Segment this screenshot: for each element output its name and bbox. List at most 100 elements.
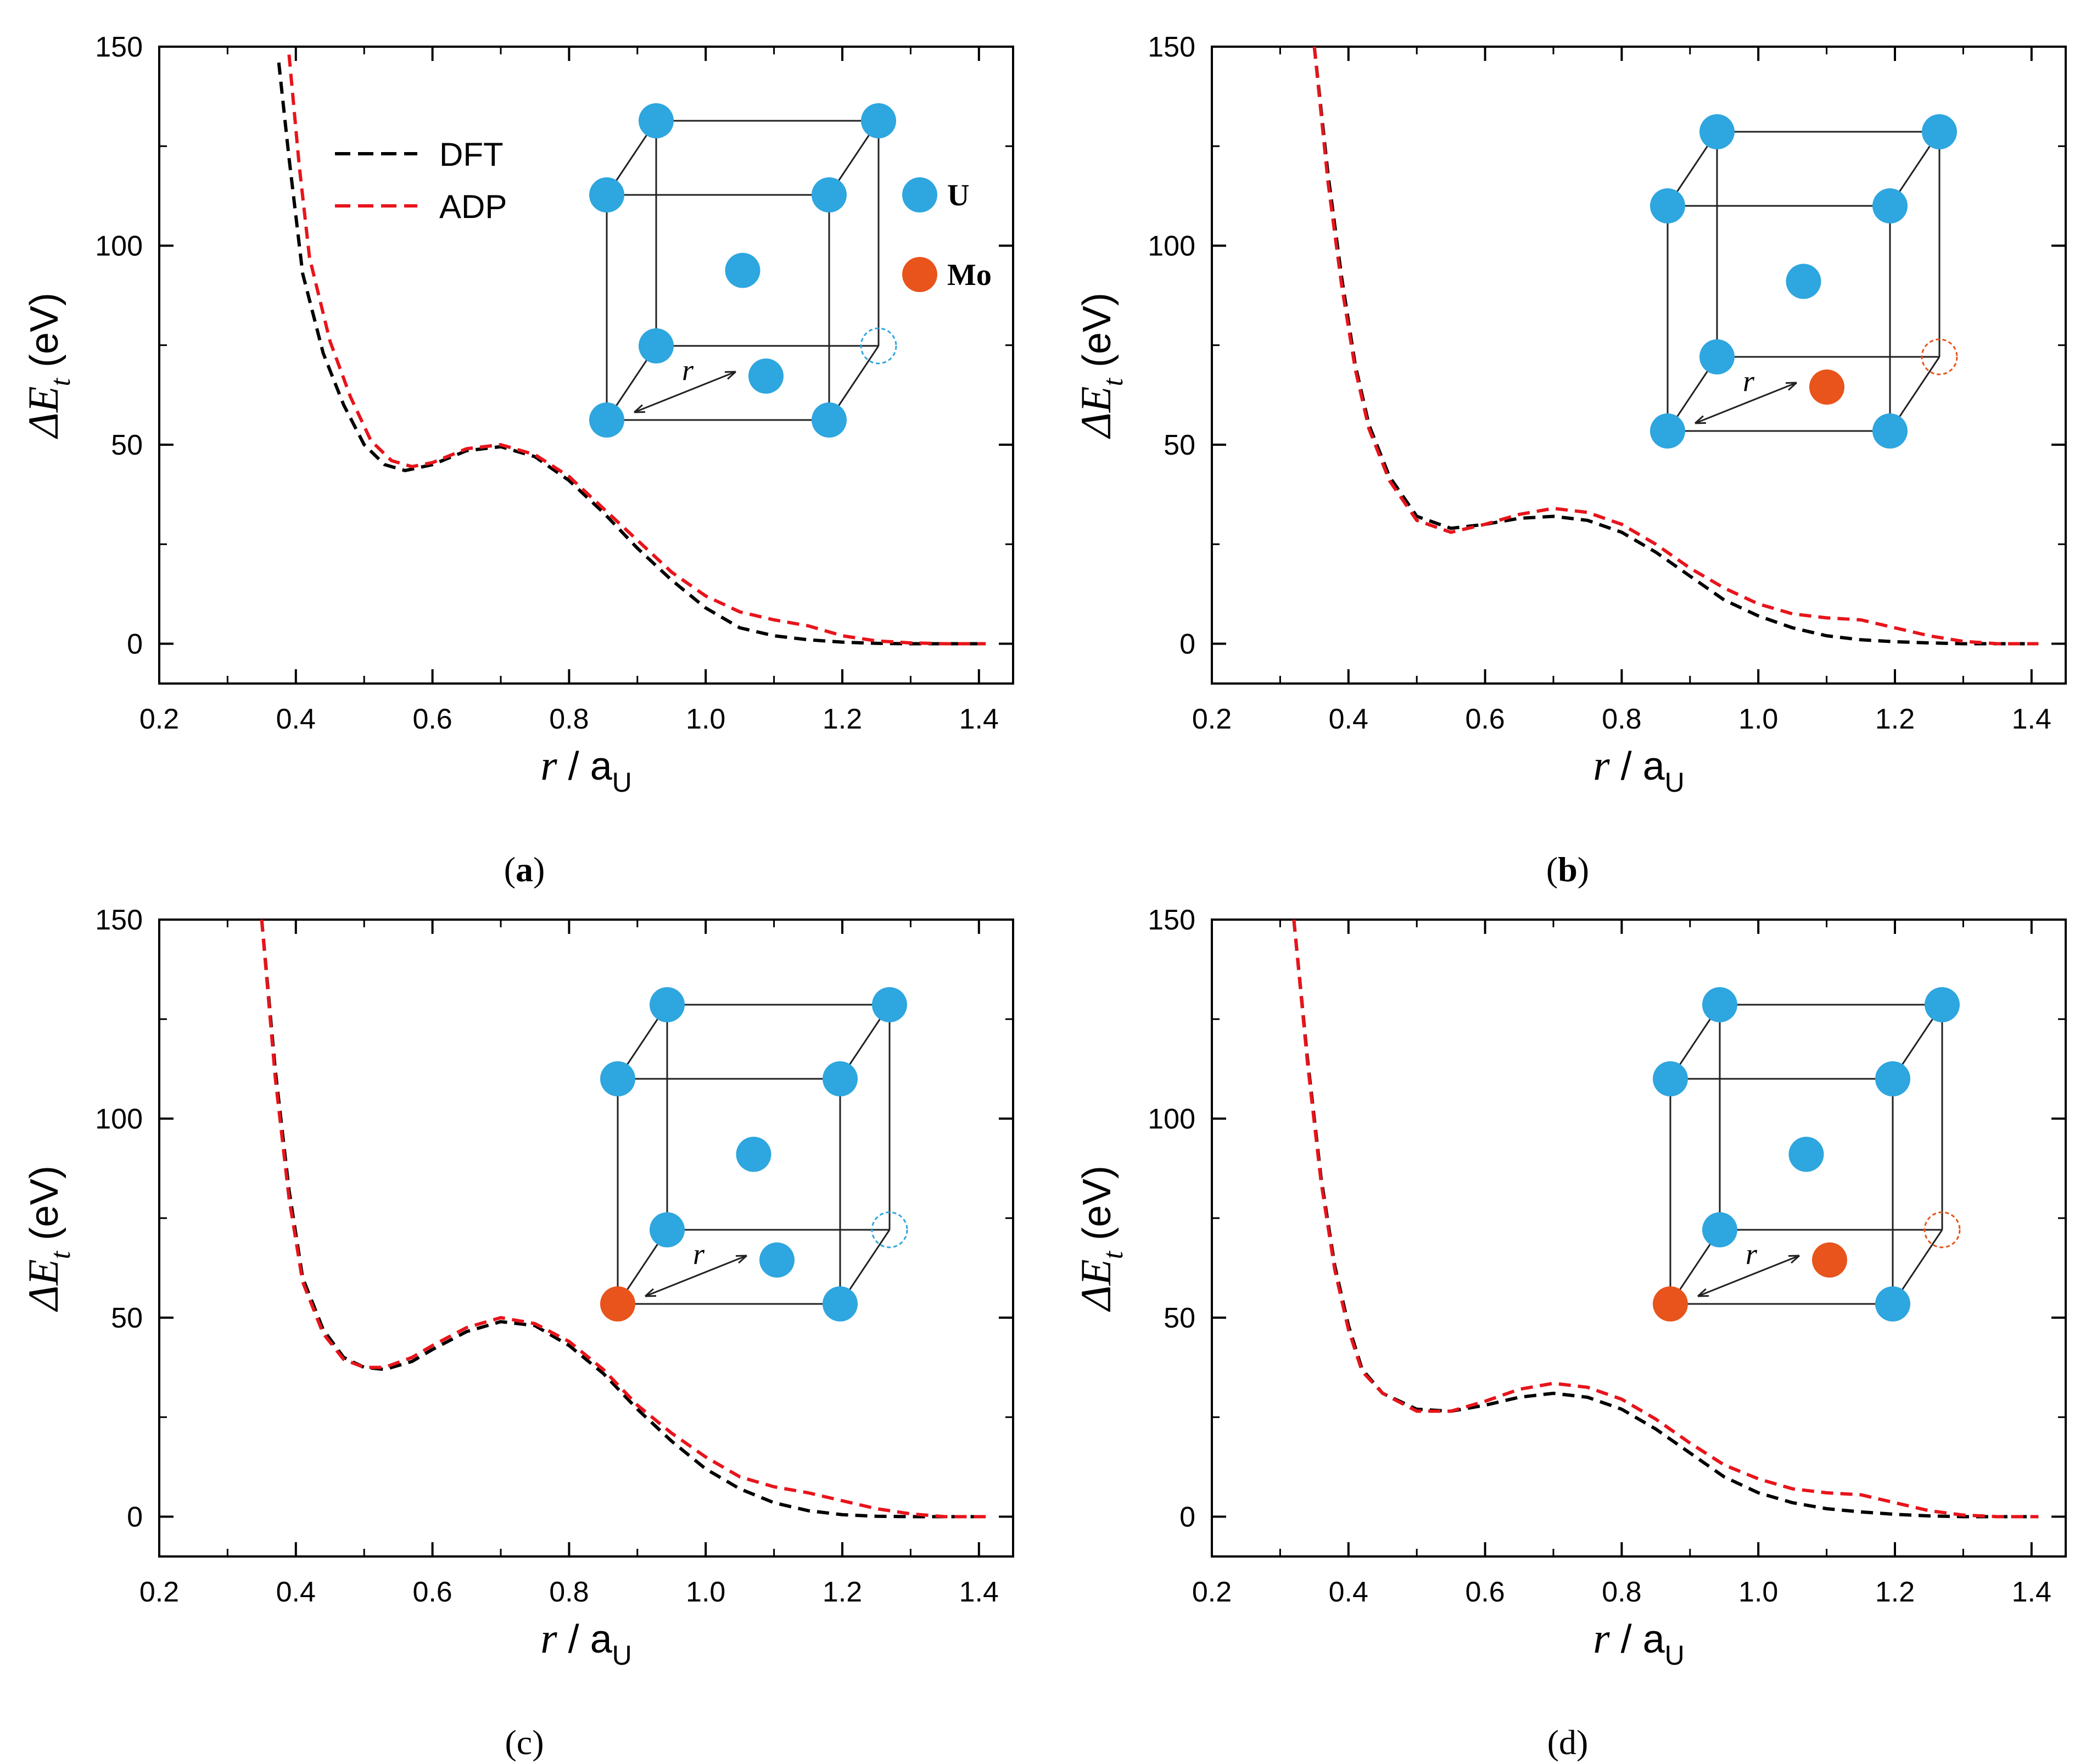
atom-u [1650,188,1685,223]
panel-label-letter: b [1558,850,1578,889]
atom-legend-u-swatch [902,177,937,212]
atom-u [823,1286,858,1321]
panel-label-close: ) [1576,1723,1588,1762]
y-axis-title-prefix: ΔE [19,1259,67,1312]
atom-u [1699,339,1735,374]
x-axis-title-sub: U [612,1640,632,1671]
panel-label-open: ( [505,1723,516,1762]
series-adp-line [1312,47,2039,646]
plot-frame [1211,46,2067,685]
x-axis-title-var: r [1593,1614,1610,1662]
legend-dft-label: DFT [439,136,504,173]
legend: DFT ADP [335,136,507,225]
x-tick-label: 0.4 [1329,703,1368,735]
atom-u [1875,1286,1910,1321]
plot-frame [158,919,1014,1558]
atom-u [725,253,760,288]
y-axis-title: ΔEt (eV) [1072,1166,1129,1312]
x-axis-title-sep: / a [1610,1617,1665,1661]
panel-label: (c) [505,1723,544,1762]
x-tick-label: 1.2 [823,1576,862,1608]
y-axis-title: ΔEt (eV) [19,1166,76,1312]
r-arrow-line [1697,1255,1800,1297]
atom-u [1872,413,1908,449]
y-tick-label: 150 [95,904,143,936]
r-arrow-line [645,1255,747,1297]
atom-u [1702,1212,1737,1247]
x-tick-label: 0.8 [549,1576,589,1608]
x-tick-label: 1.0 [686,703,725,735]
vacant-site-ghost [871,1211,908,1248]
panel-label-open: ( [1546,850,1558,889]
atom-u [812,177,847,212]
vacant-site-ghost [1923,1211,1961,1248]
x-axis-title-var: r [540,1614,557,1662]
atom-u [639,103,674,138]
plot-frame [158,46,1014,685]
panel-label: (b) [1546,850,1589,889]
atom-u [1925,987,1960,1022]
x-tick-label: 0.2 [1192,1576,1232,1608]
x-tick-label: 0.6 [1465,703,1505,735]
y-tick-label: 0 [127,1502,143,1533]
x-tick-label: 0.8 [549,703,589,735]
x-tick-label: 1.0 [1738,1576,1778,1608]
y-axis-title-sub: t [1098,378,1129,387]
r-label: r [1743,365,1755,397]
y-axis-title-unit: (eV) [1075,293,1119,378]
x-tick-label: 0.6 [1465,1576,1505,1608]
x-tick-label: 1.2 [1875,1576,1915,1608]
atom-u [1788,1136,1824,1172]
x-axis-title-sep: / a [1610,744,1665,788]
legend-adp-label: ADP [439,188,507,225]
x-tick-label: 0.4 [1329,1576,1368,1608]
x-axis-title-sep: / a [557,1617,613,1661]
r-arrow-heads [633,371,737,413]
y-axis-title-unit: (eV) [1075,1166,1119,1251]
panel-label-close: ) [532,1723,544,1762]
y-axis-title-prefix: ΔE [1072,387,1120,439]
r-arrow-heads [1694,382,1798,424]
atom-u [1702,987,1737,1022]
panel-label-letter: d [1559,1723,1576,1762]
y-tick-label: 0 [127,629,143,660]
x-axis-title-sep: / a [557,744,613,788]
y-tick-label: 50 [1164,1302,1195,1334]
atom-u [1875,1061,1910,1096]
atom-mo [1812,1242,1847,1278]
x-axis-title-var: r [1593,741,1610,789]
x-axis-title: r / aU [540,1614,632,1671]
x-tick-label: 1.0 [1738,703,1778,735]
y-axis-title-unit: (eV) [23,1166,66,1251]
inset-unit-cell: r [1653,987,1961,1321]
x-tick-label: 1.4 [2012,1576,2051,1608]
panel-label: (d) [1547,1723,1589,1762]
atom-mo [1653,1286,1688,1321]
y-axis-title: ΔEt (eV) [19,293,76,439]
panel-label-letter: c [517,1723,532,1762]
series-dft-line [260,920,986,1519]
x-tick-label: 1.4 [2012,703,2051,735]
y-tick-label: 150 [1148,31,1195,63]
series-adp-line [260,920,986,1519]
x-tick-label: 1.2 [823,703,862,735]
y-tick-label: 0 [1179,1502,1195,1533]
atom-u [872,987,907,1022]
x-tick-label: 0.2 [139,703,179,735]
y-axis-title-sub: t [1098,1251,1129,1259]
y-tick-label: 100 [95,231,143,262]
inset-unit-cell: r [600,987,908,1321]
y-axis-title-sub: t [45,378,76,387]
y-axis-title-unit: (eV) [23,293,66,378]
x-tick-label: 0.2 [1192,703,1232,735]
atom-mo [1809,369,1844,405]
y-tick-label: 150 [1148,904,1195,936]
atom-u [823,1061,858,1096]
panel-label-close: ) [1578,850,1589,889]
panel-label-open: ( [1547,1723,1559,1762]
panel-label: (a) [504,850,545,889]
r-label: r [682,354,694,387]
vacant-site-ghost [860,327,897,365]
atom-legend-mo-label: Mo [947,258,992,292]
